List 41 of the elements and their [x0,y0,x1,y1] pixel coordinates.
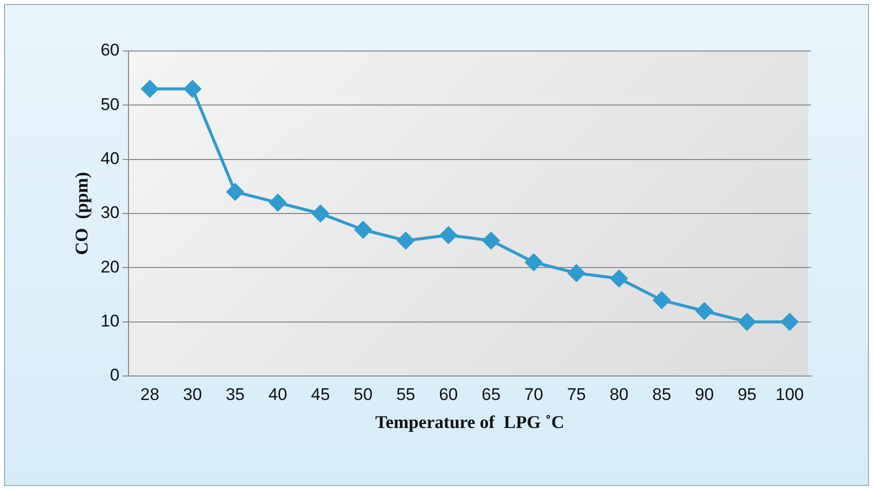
point [738,313,756,330]
x-tick-label: 35 [226,384,245,404]
x-tick-label: 75 [566,384,586,404]
point [482,232,500,250]
x-axis-title: Temperature of LPG ˚C [375,412,564,432]
x-tick-label: 28 [140,384,160,404]
x-tick-label: 50 [354,384,373,404]
point [226,183,244,200]
point [653,292,670,309]
x-tick-label: 30 [183,384,202,404]
x-tick-label: 80 [610,384,629,404]
x-tick-label: 40 [268,384,288,404]
point [354,221,372,238]
y-tick-label: 30 [100,203,120,222]
x-tick-label: 100 [775,384,804,404]
point [525,254,542,271]
y-axis-title: CO (ppm) [71,172,92,256]
y-tick-label: 10 [100,312,120,331]
point [781,313,798,330]
point [696,302,713,320]
x-tick-label: 90 [694,384,714,404]
x-tick-label: 70 [524,384,544,404]
point [397,232,414,250]
y-tick-label: 20 [100,257,120,276]
x-tick-label: 60 [438,384,458,404]
point [269,194,286,212]
x-tick-label: 45 [311,384,330,404]
point [440,226,457,244]
y-tick-label: 60 [100,40,120,60]
point [610,270,628,287]
y-tick-label: 0 [110,366,120,385]
x-tick-label: 55 [396,384,416,404]
x-tick-label: 95 [738,384,756,404]
point [141,80,158,98]
y-tick-label: 50 [100,94,120,114]
point [184,80,201,98]
y-tick-label: 40 [100,149,120,168]
point [312,205,329,222]
point [568,264,585,282]
x-tick-label: 65 [482,384,501,404]
x-tick-label: 85 [652,384,672,404]
